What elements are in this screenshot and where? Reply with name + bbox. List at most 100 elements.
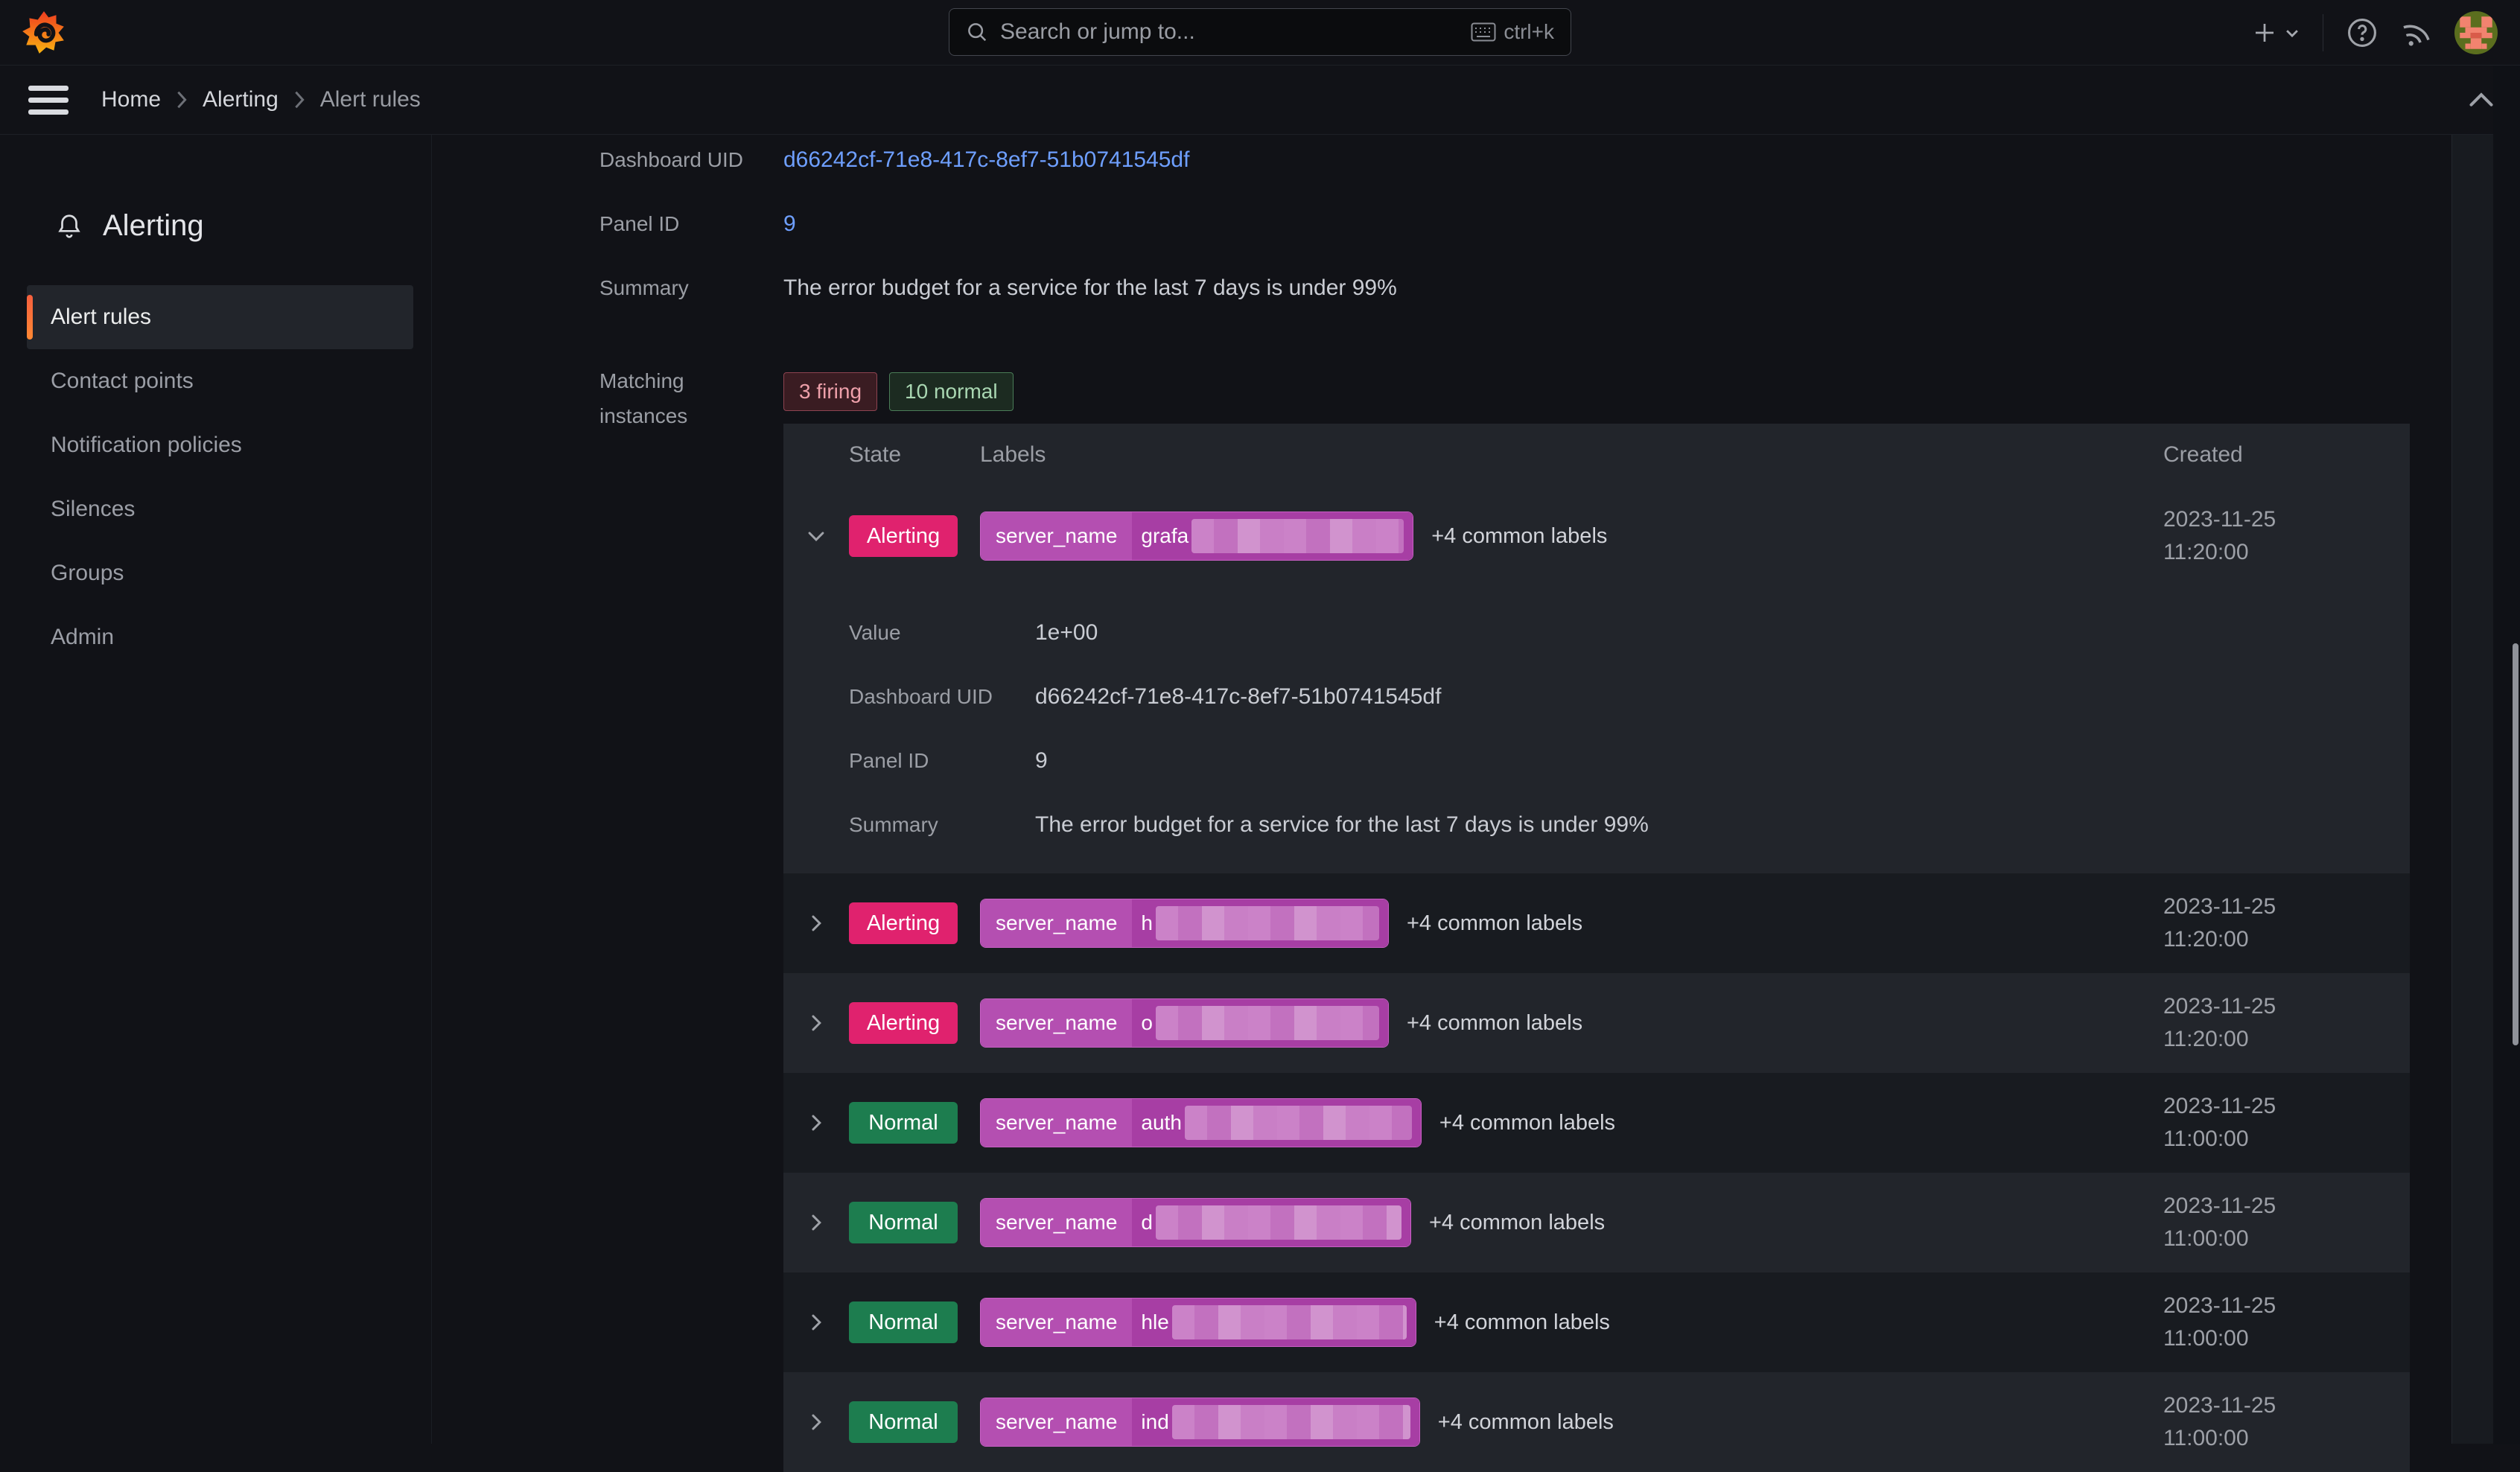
created-timestamp: 2023-11-25 11:20:00 bbox=[2163, 994, 2276, 1051]
common-labels-text: +4 common labels bbox=[1437, 1409, 1614, 1434]
instance-row[interactable]: Alerting server_name o +4 common labels … bbox=[783, 973, 2410, 1073]
new-menu-button[interactable] bbox=[2251, 19, 2300, 46]
app-body: Alerting Alert rules Contact points Noti… bbox=[0, 135, 2520, 1472]
instance-row[interactable]: Alerting server_name grafa +4 common lab… bbox=[783, 486, 2410, 586]
main-content: Dashboard UID d66242cf-71e8-417c-8ef7-51… bbox=[432, 135, 2451, 1472]
chevron-right-icon[interactable] bbox=[783, 1113, 849, 1132]
label-pill: server_name grafa bbox=[980, 512, 1414, 561]
chevron-up-icon[interactable] bbox=[2468, 91, 2495, 109]
state-badge: Normal bbox=[849, 1401, 958, 1443]
label-key: server_name bbox=[981, 1199, 1133, 1246]
redacted-label-blur bbox=[1191, 519, 1404, 553]
dashboard-uid-link[interactable]: d66242cf-71e8-417c-8ef7-51b0741545df bbox=[1035, 684, 1442, 709]
label-value-prefix: ind bbox=[1141, 1410, 1169, 1433]
field-label: Dashboard UID bbox=[599, 148, 743, 171]
chevron-right-icon[interactable] bbox=[783, 1412, 849, 1432]
chevron-right-icon bbox=[176, 90, 188, 109]
header-labels: Labels bbox=[980, 442, 1046, 467]
common-labels-text: +4 common labels bbox=[1431, 523, 1608, 548]
table-row: Normal server_name hle +4 common labels … bbox=[783, 1272, 2410, 1372]
breadcrumb-alerting[interactable]: Alerting bbox=[203, 87, 279, 112]
redacted-label-blur bbox=[1155, 1205, 1401, 1240]
sidebar-item-label: Silences bbox=[51, 497, 136, 521]
state-badge: Alerting bbox=[849, 1002, 958, 1044]
state-badge: Normal bbox=[849, 1301, 958, 1343]
instance-state-chips: 3 firing 10 normal bbox=[783, 372, 2451, 411]
dashboard-uid-link[interactable]: d66242cf-71e8-417c-8ef7-51b0741545df bbox=[783, 147, 1190, 172]
chevron-right-icon bbox=[293, 90, 305, 109]
sidebar-item-silences[interactable]: Silences bbox=[27, 477, 413, 541]
panel-id-link[interactable]: 9 bbox=[783, 211, 796, 236]
state-badge: Normal bbox=[849, 1202, 958, 1243]
redacted-label-blur bbox=[1155, 1006, 1379, 1040]
detail-summary: Summary The error budget for a service f… bbox=[849, 812, 1649, 837]
table-row: Alerting server_name h +4 common labels … bbox=[783, 873, 2410, 973]
rss-icon[interactable] bbox=[2401, 17, 2432, 48]
summary-value: The error budget for a service for the l… bbox=[783, 275, 1397, 300]
scrollbar-thumb[interactable] bbox=[2513, 643, 2519, 1045]
label-pill: server_name auth bbox=[980, 1098, 1422, 1147]
panel-id-link[interactable]: 9 bbox=[1035, 748, 1048, 773]
label-value-prefix: d bbox=[1141, 1211, 1153, 1234]
menu-icon[interactable] bbox=[28, 85, 69, 115]
breadcrumb-bar: Home Alerting Alert rules bbox=[0, 66, 2520, 135]
sidebar-item-label: Admin bbox=[51, 625, 115, 649]
common-labels-text: +4 common labels bbox=[1406, 1010, 1583, 1035]
field-label: Panel ID bbox=[599, 212, 680, 235]
instance-row[interactable]: Normal server_name auth +4 common labels… bbox=[783, 1073, 2410, 1173]
chevron-down-icon bbox=[2284, 25, 2300, 41]
instance-row[interactable]: Normal server_name d +4 common labels 20… bbox=[783, 1173, 2410, 1272]
common-labels-text: +4 common labels bbox=[1434, 1310, 1610, 1334]
matching-instances-section: Matching instances 3 firing 10 normal St… bbox=[599, 362, 2451, 1472]
label-value-prefix: o bbox=[1141, 1011, 1153, 1034]
label-pill: server_name ind bbox=[980, 1398, 1420, 1447]
shortcut-hint: ctrl+k bbox=[1471, 20, 1554, 44]
created-timestamp: 2023-11-25 11:00:00 bbox=[2163, 1393, 2276, 1450]
sidebar-menu: Alert rules Contact points Notification … bbox=[0, 285, 431, 669]
matching-instances-label: Matching instances bbox=[599, 369, 688, 427]
redacted-label-blur bbox=[1155, 906, 1379, 940]
table-row: Normal server_name ind +4 common labels … bbox=[783, 1372, 2410, 1472]
sidebar-item-groups[interactable]: Groups bbox=[27, 541, 413, 605]
label-value-prefix: h bbox=[1141, 911, 1153, 934]
instance-row[interactable]: Normal server_name hle +4 common labels … bbox=[783, 1272, 2410, 1372]
chevron-right-icon[interactable] bbox=[783, 526, 849, 546]
nav-actions bbox=[2251, 10, 2498, 54]
field-label: Summary bbox=[599, 276, 689, 299]
instance-row[interactable]: Alerting server_name h +4 common labels … bbox=[783, 873, 2410, 973]
state-badge: Alerting bbox=[849, 902, 958, 944]
sidebar-item-label: Alert rules bbox=[51, 305, 152, 329]
bell-icon bbox=[55, 212, 83, 240]
sidebar-title-label: Alerting bbox=[103, 209, 204, 242]
instance-row[interactable]: Normal server_name ind +4 common labels … bbox=[783, 1372, 2410, 1472]
chevron-right-icon[interactable] bbox=[783, 1313, 849, 1332]
common-labels-text: +4 common labels bbox=[1406, 911, 1583, 935]
redacted-label-blur bbox=[1184, 1106, 1412, 1140]
instance-details: Value 1e+00 Dashboard UID d66242cf-71e8-… bbox=[783, 586, 2410, 873]
chevron-right-icon[interactable] bbox=[783, 1213, 849, 1232]
user-avatar[interactable] bbox=[2454, 10, 2498, 54]
sidebar-item-label: Notification policies bbox=[51, 433, 242, 457]
grafana-logo[interactable] bbox=[19, 8, 69, 57]
breadcrumb-home[interactable]: Home bbox=[101, 87, 162, 112]
sidebar-item-alert-rules[interactable]: Alert rules bbox=[27, 285, 413, 349]
search-icon bbox=[966, 21, 988, 43]
sidebar-item-label: Groups bbox=[51, 561, 124, 585]
chevron-right-icon[interactable] bbox=[783, 914, 849, 933]
label-pill: server_name hle bbox=[980, 1298, 1416, 1347]
detail-panel-id: Panel ID 9 bbox=[849, 748, 1048, 773]
help-icon[interactable] bbox=[2346, 16, 2379, 49]
top-nav: Search or jump to... ctrl+k bbox=[0, 0, 2520, 66]
redacted-label-blur bbox=[1171, 1305, 1407, 1339]
chevron-right-icon[interactable] bbox=[783, 1013, 849, 1033]
sidebar-item-admin[interactable]: Admin bbox=[27, 605, 413, 669]
created-timestamp: 2023-11-25 11:20:00 bbox=[2163, 507, 2276, 564]
label-pill: server_name o bbox=[980, 998, 1389, 1048]
search-input[interactable]: Search or jump to... ctrl+k bbox=[949, 8, 1571, 56]
label-value-prefix: grafa bbox=[1141, 524, 1189, 547]
sidebar-item-notification-policies[interactable]: Notification policies bbox=[27, 413, 413, 477]
redacted-label-blur bbox=[1171, 1405, 1410, 1439]
sidebar-item-contact-points[interactable]: Contact points bbox=[27, 349, 413, 413]
firing-count-badge: 3 firing bbox=[783, 372, 878, 411]
common-labels-text: +4 common labels bbox=[1439, 1110, 1616, 1135]
